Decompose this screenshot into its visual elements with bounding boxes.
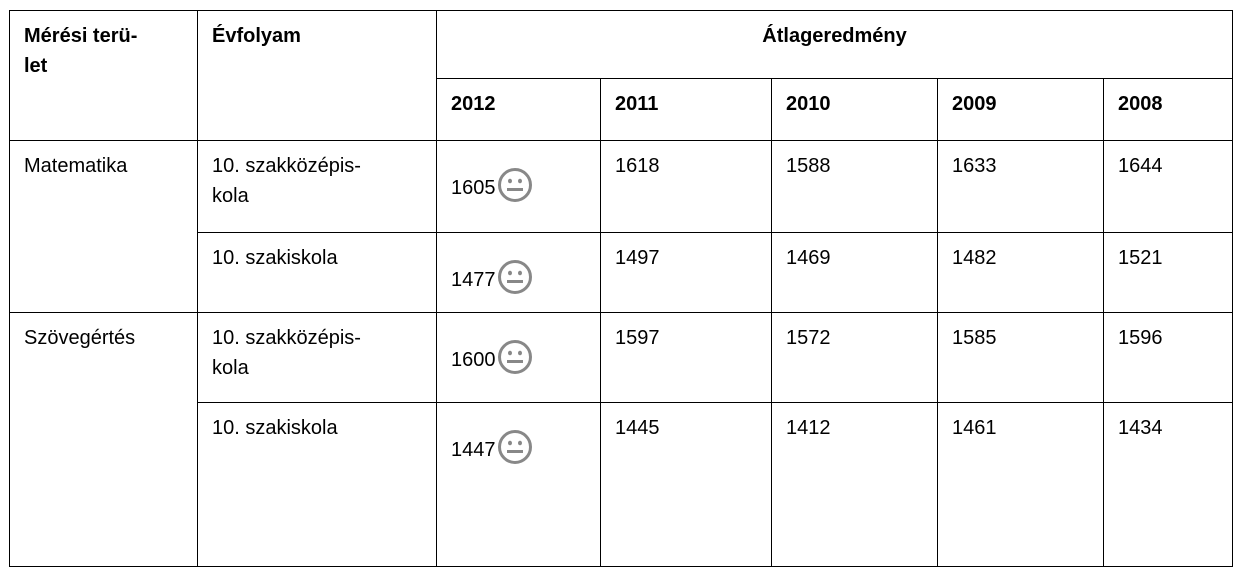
value-with-icon: 1605: [451, 151, 533, 203]
value-cell: 1469: [771, 232, 938, 313]
value-cell: 1521: [1102, 232, 1234, 313]
data-row: 10. szakiskola 1447 1445 1412 1461 1434: [10, 402, 1234, 567]
value-cell: 1497: [600, 232, 772, 313]
value-text: 1585: [952, 327, 997, 349]
value-with-icon: 1447: [451, 413, 533, 465]
value-with-icon: 1600: [451, 323, 533, 375]
value-text: 1596: [1118, 327, 1163, 349]
value-cell: 1482: [937, 232, 1104, 313]
grade-cell: 10. szakiskola: [197, 402, 437, 567]
grade-cell: 10. szakközépis-kola: [197, 312, 437, 403]
grade-cell: 10. szakközépis-kola: [197, 140, 437, 233]
value-cell: 1477: [436, 232, 601, 313]
header-cell: Mérési terü-let: [9, 10, 198, 141]
value-text: 1461: [952, 417, 997, 439]
header-cell: Átlageredmény: [435, 10, 1234, 79]
value-cell: 1618: [600, 140, 772, 233]
results-table: Mérési terü-let Évfolyam Átlageredmény 2012…: [9, 10, 1234, 567]
value-text: 1477: [451, 269, 496, 291]
value-text: 1588: [786, 155, 831, 177]
data-row: Matematika 10. szakközépis-kola 1605 1618 15…: [9, 140, 1234, 313]
value-with-icon: 1477: [451, 243, 533, 295]
value-cell: 1597: [600, 312, 772, 403]
value-text: 1482: [952, 247, 997, 269]
text-line: 10. szakiskola: [212, 417, 338, 439]
value-text: 1618: [615, 155, 660, 177]
text-line: 10. szakközépis-: [212, 155, 361, 177]
header-row: 2012 2011 2010 2009 2008: [10, 78, 1234, 141]
year-text: 2011: [615, 93, 659, 115]
data-row: Szövegértés 10. szakközépis-kola 1600 1597 1…: [9, 312, 1234, 567]
year-cell: 2011: [600, 78, 772, 141]
neutral-face-icon: [497, 168, 532, 202]
value-cell: 1585: [937, 312, 1104, 403]
area-text: Matematika: [24, 155, 128, 177]
area-cell: Szövegértés: [9, 312, 198, 567]
year-cell: 2010: [771, 78, 938, 141]
year-text: 2008: [1118, 93, 1163, 115]
value-text: 1605: [451, 177, 496, 199]
value-cell: 1447: [436, 402, 601, 567]
neutral-face-icon: [497, 340, 532, 374]
value-cell: 1633: [937, 140, 1104, 233]
value-cell: 1434: [1102, 402, 1234, 567]
text-line: kola: [212, 185, 249, 207]
value-text: 1412: [786, 417, 831, 439]
value-text: 1469: [786, 247, 831, 269]
value-cell: 1588: [771, 140, 938, 233]
value-text: 1445: [615, 417, 660, 439]
value-text: 1497: [615, 247, 660, 269]
value-text: 1597: [615, 327, 660, 349]
year-cell: 2008: [1102, 78, 1234, 141]
year-text: 2009: [952, 93, 997, 115]
value-cell: 1596: [1102, 312, 1234, 403]
value-cell: 1461: [937, 402, 1104, 567]
year-cell: 2012: [436, 78, 601, 141]
value-text: 1572: [786, 327, 831, 349]
value-cell: 1600: [436, 312, 601, 403]
text-line: Mérési terü-: [24, 25, 138, 47]
value-text: 1633: [952, 155, 997, 177]
value-cell: 1445: [600, 402, 772, 567]
value-text: 1644: [1118, 155, 1163, 177]
header-row: Mérési terü-let Évfolyam Átlageredmény: [9, 10, 1234, 141]
value-text: 1521: [1118, 247, 1163, 269]
table-body: Mérési terü-let Évfolyam Átlageredmény 2012…: [9, 10, 1234, 567]
header-cell: Évfolyam: [197, 10, 437, 141]
value-cell: 1572: [771, 312, 938, 403]
area-text: Szövegértés: [24, 327, 136, 349]
year-text: 2010: [786, 93, 831, 115]
header-text: Évfolyam: [212, 25, 301, 47]
text-line: kola: [212, 357, 249, 379]
neutral-face-icon: [497, 430, 532, 464]
area-cell: Matematika: [9, 140, 198, 313]
header-text: Átlageredmény: [762, 25, 907, 47]
year-text: 2012: [451, 93, 496, 115]
year-cell: 2009: [937, 78, 1104, 141]
value-text: 1447: [451, 439, 496, 461]
neutral-face-icon: [497, 260, 532, 294]
value-cell: 1644: [1102, 140, 1234, 233]
text-line: let: [24, 55, 48, 77]
value-text: 1434: [1118, 417, 1163, 439]
grade-cell: 10. szakiskola: [197, 232, 437, 313]
text-line: 10. szakközépis-: [212, 327, 361, 349]
value-cell: 1605: [436, 140, 601, 233]
value-cell: 1412: [771, 402, 938, 567]
text-line: 10. szakiskola: [212, 247, 338, 269]
value-text: 1600: [451, 349, 496, 371]
